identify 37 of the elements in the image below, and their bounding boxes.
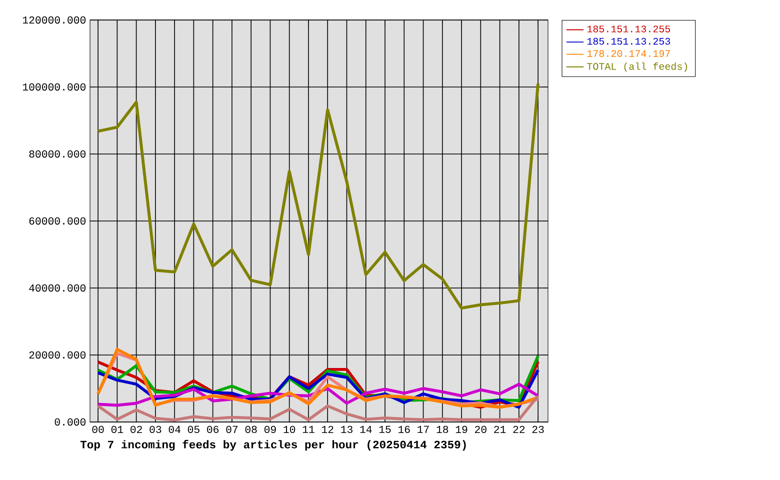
x-tick-label: 02: [130, 426, 142, 434]
x-tick-label: 13: [341, 426, 352, 434]
x-tick-label: 15: [379, 426, 391, 433]
x-tick-label: 03: [150, 426, 162, 434]
y-tick-label: 40000.000: [29, 284, 86, 292]
x-tick-label: 21: [494, 426, 506, 433]
legend-label: 185.151.13.253: [587, 38, 670, 45]
line-series: [96, 82, 540, 310]
x-tick-label: 07: [226, 426, 238, 434]
legend-label: TOTAL (all feeds): [587, 62, 688, 72]
y-tick-label: 0.000: [54, 418, 86, 426]
x-tick-label: 11: [302, 426, 314, 433]
x-tick-label: 20: [475, 426, 486, 434]
text: Top 7 incoming feeds by articles per hour (20250414 2359): [80, 440, 466, 451]
y-tick-label: 80000.000: [29, 150, 86, 158]
x-tick-label: 08: [245, 426, 257, 434]
x-tick-label: 12: [322, 426, 334, 433]
legend-label: 185.151.13.255: [587, 26, 670, 32]
y-tick-label: 100000.000: [22, 83, 86, 91]
x-tick-label: 04: [168, 426, 180, 434]
x-tick-label: 22: [513, 426, 525, 433]
x-tick-label: 16: [398, 426, 410, 434]
x-tick-label: 14: [360, 426, 372, 433]
x-tick-label: 00: [92, 426, 104, 434]
x-tick-label: 10: [284, 426, 296, 434]
x-tick-label: 05: [188, 426, 200, 434]
x-tick-label: 18: [436, 426, 448, 434]
x-tick-label: 23: [532, 426, 544, 434]
y-tick-label: 120000.000: [22, 16, 86, 24]
x-tick-label: 19: [456, 426, 468, 434]
x-tick-label: 06: [207, 426, 219, 434]
x-tick-label: 01: [111, 426, 124, 434]
y-tick-label: 20000.000: [29, 351, 86, 359]
x-tick-label: 17: [418, 426, 429, 433]
y-tick-label: 60000.000: [29, 217, 86, 225]
x-tick-label: 09: [264, 426, 276, 434]
legend-label: 178.20.174.197: [587, 50, 670, 57]
